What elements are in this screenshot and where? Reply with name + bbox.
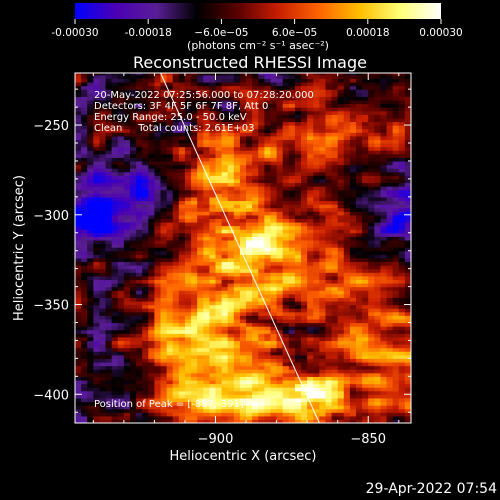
x-axis-label: Heliocentric X (arcsec)	[170, 449, 317, 464]
colorbar: -0.00030 -0.00018 −6.0e−05 6.0e−05 0.00018 0.…	[51, 3, 463, 52]
colorbar-label: (photons cm⁻² s⁻¹ asec⁻²)	[187, 39, 329, 52]
x-tick-label: −900	[198, 432, 234, 447]
peak-position-label: Position of Peak = [-887,-391]	[94, 399, 244, 410]
y-axis-label: Heliocentric Y (arcsec)	[12, 175, 27, 321]
plot-frame	[74, 72, 412, 424]
x-axis-ticks: −900−850−800	[92, 73, 400, 447]
y-tick-label: −350	[33, 299, 69, 314]
y-tick-label: −250	[33, 119, 69, 134]
y-tick-label: −300	[33, 209, 69, 224]
annotation-clean-counts: Clean Total counts: 2.61E+03	[94, 123, 254, 134]
plot-area	[74, 72, 412, 424]
footer-timestamp: 29-Apr-2022 07:54	[366, 481, 497, 497]
colorbar-tick-label: 0.00018	[346, 27, 389, 39]
chart-title: Reconstructed RHESSI Image	[133, 53, 367, 72]
colorbar-tick-label: 6.0e−05	[272, 27, 317, 39]
y-tick-label: −400	[33, 388, 69, 403]
annotation-block: 20-May-2022 07:25:56.000 to 07:28:20.000…	[94, 90, 314, 134]
colorbar-tick-label: 0.00030	[419, 27, 462, 39]
annotation-energy-range: Energy Range: 25.0 - 50.0 keV	[94, 112, 247, 123]
colorbar-tick-label: -0.00030	[51, 27, 98, 39]
colorbar-tick-label: −6.0e−05	[194, 27, 248, 39]
x-tick-label: −850	[350, 432, 386, 447]
solar-limb-line	[160, 73, 320, 423]
heatmap-cells	[75, 73, 411, 423]
colorbar-gradient	[75, 3, 441, 19]
colorbar-ticks: -0.00030 -0.00018 −6.0e−05 6.0e−05 0.00018 0.…	[51, 19, 463, 39]
y-axis-ticks: −250 −300 −350 −400	[33, 88, 411, 413]
colorbar-tick-label: -0.00018	[125, 27, 172, 39]
annotation-detectors: Detectors: 3F 4F 5F 6F 7F 8F, Att 0	[94, 101, 268, 112]
annotation-time-range: 20-May-2022 07:25:56.000 to 07:28:20.000	[94, 90, 314, 101]
